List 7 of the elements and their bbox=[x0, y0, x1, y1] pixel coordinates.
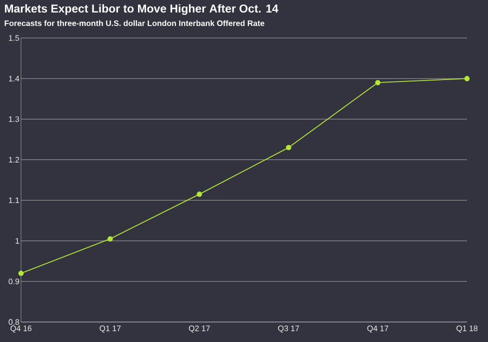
point bbox=[464, 76, 470, 82]
point bbox=[375, 80, 380, 86]
point bbox=[286, 144, 292, 150]
chart-title: Markets Expect Libor to Move Higher After Oct. 14 bbox=[4, 4, 278, 15]
point bbox=[108, 236, 113, 242]
point bbox=[196, 192, 202, 197]
point bbox=[18, 270, 24, 276]
